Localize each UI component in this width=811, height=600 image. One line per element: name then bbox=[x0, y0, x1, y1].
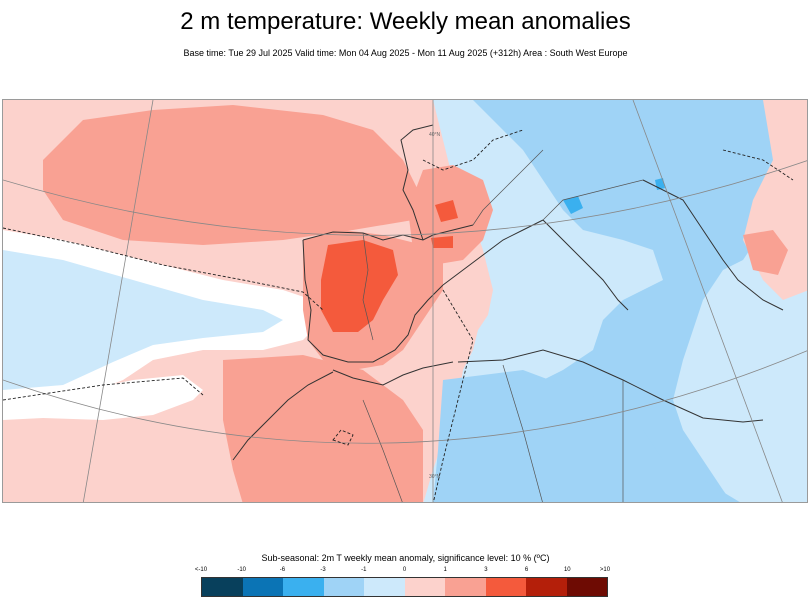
strong-warm-france bbox=[435, 200, 458, 222]
map-canvas: 40°N 30°N bbox=[3, 100, 807, 502]
legend-swatch bbox=[242, 578, 283, 596]
legend-swatch bbox=[364, 578, 405, 596]
coastlines bbox=[232, 124, 784, 461]
graticule-label-30n: 30°N bbox=[429, 474, 441, 480]
legend-tick: 6 bbox=[524, 567, 529, 573]
chart-title: 2 m temperature: Weekly mean anomalies bbox=[180, 8, 631, 35]
legend-tick: 0 bbox=[402, 567, 407, 573]
legend-swatch bbox=[323, 578, 364, 596]
warm-anomaly-greece bbox=[743, 230, 788, 275]
chart-subtitle: Base time: Tue 29 Jul 2025 Valid time: M… bbox=[183, 48, 628, 58]
legend-tick: -10 bbox=[237, 567, 247, 573]
warm-anomaly-north-atlantic bbox=[43, 105, 423, 245]
country-borders bbox=[362, 149, 644, 502]
legend-title: Sub-seasonal: 2m T weekly mean anomaly, … bbox=[261, 553, 550, 563]
legend-swatch bbox=[404, 578, 445, 596]
anomaly-map: 40°N 30°N bbox=[2, 99, 808, 503]
legend-swatch bbox=[283, 578, 324, 596]
legend-tick: -6 bbox=[279, 567, 286, 573]
legend-tick: 1 bbox=[443, 567, 447, 573]
legend-tick: -1 bbox=[361, 567, 367, 573]
strong-warm-iberia bbox=[321, 240, 398, 332]
legend-swatch bbox=[566, 578, 607, 596]
legend-swatch bbox=[485, 578, 526, 596]
legend-swatch bbox=[526, 578, 567, 596]
cold-anomaly-north-africa bbox=[433, 370, 740, 502]
legend-tick: <-10 bbox=[194, 567, 208, 573]
strong-cold-spot-alps bbox=[563, 196, 583, 214]
legend-tick: -3 bbox=[320, 567, 326, 573]
graticule-label-40n: 40°N bbox=[429, 132, 441, 138]
legend-color-bar bbox=[201, 577, 608, 597]
legend-tick: 3 bbox=[484, 567, 488, 573]
legend-tick: >10 bbox=[599, 567, 611, 573]
warm-anomaly-sahara bbox=[223, 355, 423, 502]
legend-ticks: <-10 -10 -6 -3 -1 0 1 3 6 10 >10 bbox=[195, 567, 611, 577]
cold-band-atlantic bbox=[3, 250, 283, 390]
strong-warm-france-south bbox=[431, 236, 453, 248]
graticule bbox=[3, 100, 807, 502]
legend-swatch bbox=[202, 578, 243, 596]
legend-tick: 10 bbox=[563, 567, 571, 573]
neutral-band-south bbox=[3, 375, 203, 420]
significance-contours bbox=[3, 129, 794, 502]
legend-swatch bbox=[445, 578, 486, 596]
